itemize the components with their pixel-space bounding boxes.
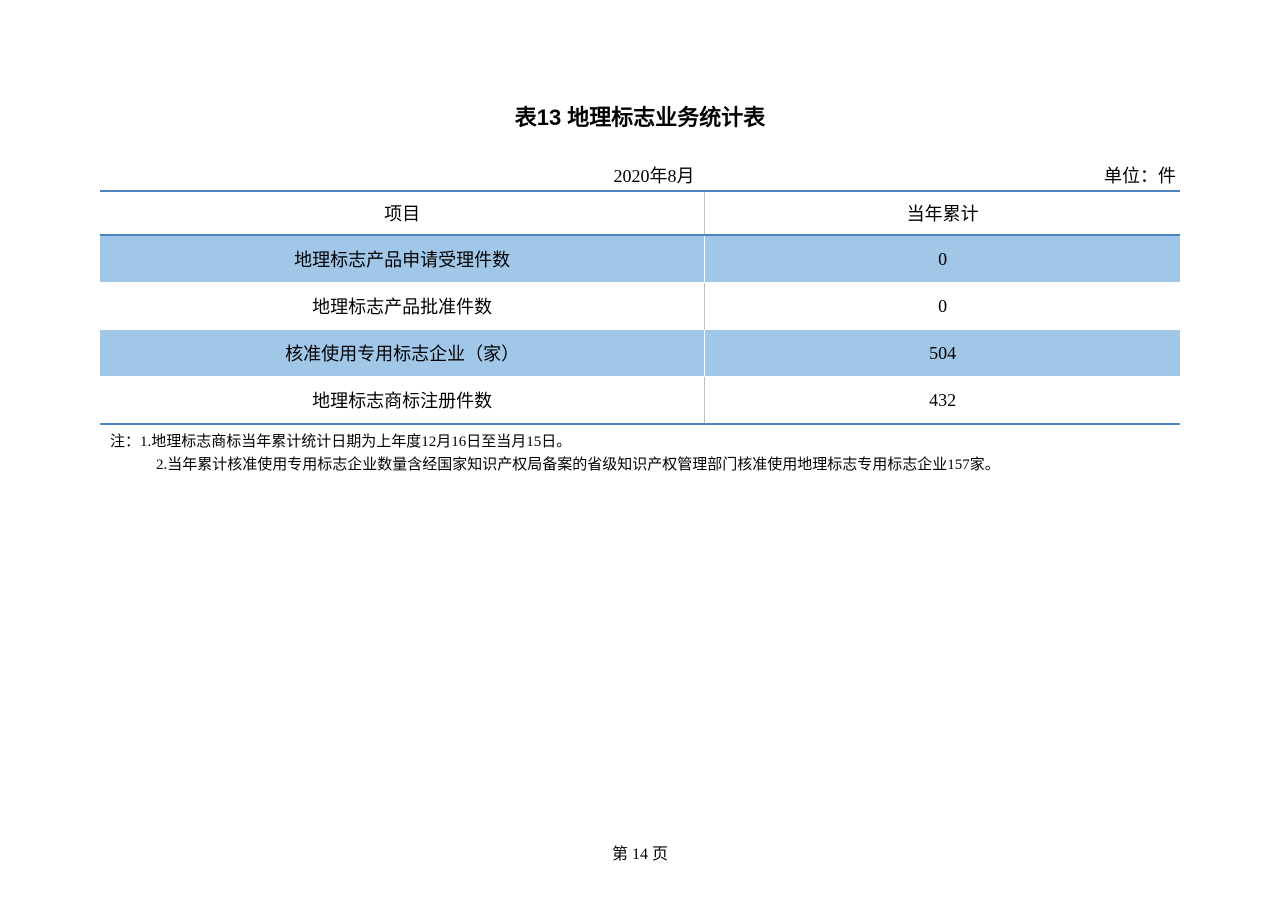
- note-line-2: 2.当年累计核准使用专用标志企业数量含经国家知识产权局备案的省级知识产权管理部门…: [110, 454, 1180, 477]
- table-row: 地理标志商标注册件数 432: [100, 377, 1180, 425]
- page-number: 第 14 页: [0, 840, 1280, 864]
- meta-date: 2020年8月: [104, 162, 1104, 188]
- stats-table: 项目 当年累计 地理标志产品申请受理件数 0 地理标志产品批准件数 0 核准使用…: [100, 190, 1180, 425]
- meta-row: 2020年8月 单位：件: [100, 162, 1180, 188]
- row-value: 432: [705, 377, 1180, 425]
- row-value: 0: [705, 283, 1180, 330]
- page-title: 表13 地理标志业务统计表: [100, 100, 1180, 132]
- table-row: 核准使用专用标志企业（家） 504: [100, 330, 1180, 377]
- note-prefix: 注：: [110, 434, 140, 450]
- table-header-project: 项目: [100, 191, 705, 235]
- row-value: 504: [705, 330, 1180, 377]
- row-label: 核准使用专用标志企业（家）: [100, 330, 705, 377]
- row-label: 地理标志产品申请受理件数: [100, 235, 705, 283]
- meta-unit: 单位：件: [1104, 162, 1176, 188]
- row-value: 0: [705, 235, 1180, 283]
- row-label: 地理标志产品批准件数: [100, 283, 705, 330]
- document-page: 表13 地理标志业务统计表 2020年8月 单位：件 项目 当年累计 地理标志产…: [0, 0, 1280, 476]
- table-row: 地理标志产品申请受理件数 0: [100, 235, 1180, 283]
- notes-section: 注：1.地理标志商标当年累计统计日期为上年度12月16日至当月15日。 2.当年…: [100, 431, 1180, 476]
- note-line-1: 注：1.地理标志商标当年累计统计日期为上年度12月16日至当月15日。: [110, 431, 1180, 454]
- table-header-total: 当年累计: [705, 191, 1180, 235]
- note-text-1: 1.地理标志商标当年累计统计日期为上年度12月16日至当月15日。: [140, 434, 571, 450]
- table-header-row: 项目 当年累计: [100, 191, 1180, 235]
- row-label: 地理标志商标注册件数: [100, 377, 705, 425]
- table-row: 地理标志产品批准件数 0: [100, 283, 1180, 330]
